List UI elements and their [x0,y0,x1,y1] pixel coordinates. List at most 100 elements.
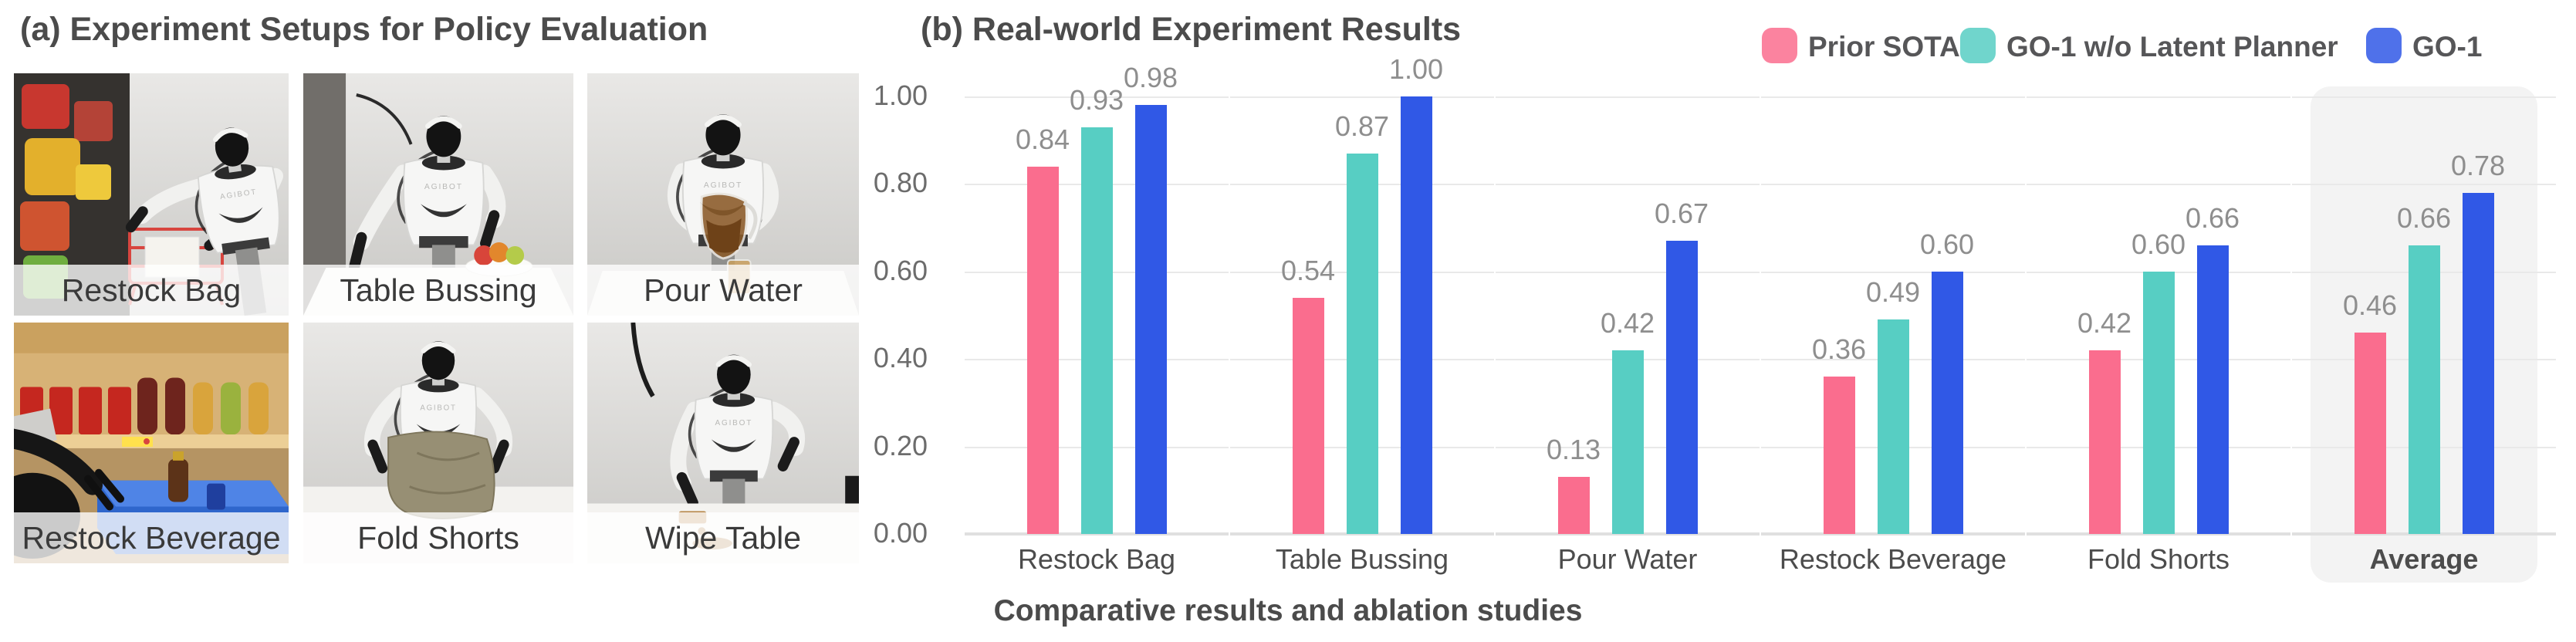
legend-label: Prior SOTA [1808,31,1960,63]
x-axis-baseline [965,532,1229,536]
bar-go-1 [1931,272,1963,534]
photo-label: Restock Beverage [22,519,281,556]
bar-go-1 [1134,105,1167,534]
bar-value-label: 0.42 [2077,307,2132,339]
bar-go-1-w-o-latent-planner [2142,272,2175,534]
x-axis-baseline [2292,532,2556,536]
gridline [2027,96,2290,98]
x-axis-category-label: Restock Beverage [1779,543,2007,575]
legend-label: GO-1 [2412,31,2483,63]
photo-label: Restock Bag [61,272,242,308]
x-axis-category-label: Pour Water [1557,543,1698,575]
legend-label: GO-1 w/o Latent Planner [2006,31,2338,63]
x-axis-category-label: Fold Shorts [2087,543,2230,575]
bar-prior-sota [2354,333,2386,534]
y-axis-tick-label: 0.00 [873,517,928,549]
y-axis-tick-label: 0.20 [873,429,928,461]
bar-go-1-w-o-latent-planner [1877,319,1909,534]
bar-value-label: 0.13 [1546,434,1601,465]
bar-value-label: 0.93 [1069,84,1124,116]
photo-label: Wipe Table [644,519,802,556]
photo-label-band: Restock Beverage [14,512,289,563]
legend-swatch-prior-sota [1762,28,1797,63]
photo-label-band: Restock Bag [14,265,289,316]
photo-label-band: Pour Water [587,265,859,316]
setup-photo-restock-bag: AGIBOT Restock Bag [14,73,289,316]
bar-go-1-w-o-latent-planner [1611,350,1644,534]
setup-photo-fold-shorts: AGIBOT Fold Shorts [303,323,573,563]
bar-value-label: 0.46 [2342,289,2398,321]
bar-value-label: 0.98 [1123,62,1178,93]
setup-photo-table-bussing: AGIBOT Table Bussing [303,73,573,316]
bar-value-label: 0.36 [1811,333,1867,365]
setup-photo-wipe-table: AGIBOT Wipe Table [587,323,859,563]
chart-caption: Comparative results and ablation studies [993,594,1583,627]
bar-go-1 [2462,193,2494,534]
panel-b-title: (b) Real-world Experiment Results [921,11,1462,48]
bar-go-1-w-o-latent-planner [1080,127,1113,534]
x-axis-category-label: Average [2369,543,2479,575]
photo-label: Pour Water [644,272,803,308]
gridline [1230,96,1494,98]
chart-legend: Prior SOTA GO-1 w/o Latent Planner GO-1 [0,0,2576,85]
bar-prior-sota [2088,350,2121,534]
bar-go-1 [1400,96,1432,534]
gridline [965,96,1229,98]
photo-label: Fold Shorts [357,519,519,556]
photo-label-band: Wipe Table [587,512,859,563]
gridline [2027,184,2290,185]
photo-label: Table Bussing [340,272,537,308]
gridline [1496,184,1760,185]
bar-value-label: 0.84 [1015,123,1070,155]
bar-go-1 [1665,241,1698,534]
gridline [1496,272,1760,273]
setup-grid: AGIBOT Restock Bag AGIBOT Table Bussing [0,0,880,642]
bar-value-label: 0.87 [1334,110,1390,142]
x-axis-baseline [2027,532,2290,536]
bar-value-label: 0.42 [1600,307,1655,339]
bar-value-label: 0.60 [1919,228,1975,260]
bar-prior-sota [1823,377,1855,534]
bar-value-label: 0.66 [2185,202,2240,234]
bar-value-label: 0.49 [1865,276,1921,308]
bar-value-label: 1.00 [1388,53,1444,85]
bar-go-1-w-o-latent-planner [1346,154,1378,534]
svg-text:AGIBOT: AGIBOT [420,404,456,413]
bar-go-1-w-o-latent-planner [2408,245,2440,534]
setup-photo-pour-water: AGIBOT Pour Water [587,73,859,316]
bar-prior-sota [1292,298,1324,534]
legend-swatch-go-1-w-o-latent-planner [1960,28,1996,63]
bar-value-label: 0.78 [2450,150,2506,181]
y-axis-tick-label: 0.40 [873,342,928,374]
gridline [1496,96,1760,98]
bar-value-label: 0.60 [2131,228,2186,260]
gridline [2292,184,2556,185]
svg-text:AGIBOT: AGIBOT [424,183,463,191]
bar-prior-sota [1557,477,1590,534]
svg-text:AGIBOT: AGIBOT [704,181,742,190]
svg-text:AGIBOT: AGIBOT [715,419,753,427]
gridline [1761,96,2025,98]
setup-photo-restock-beverage: Restock Beverage [14,323,289,563]
bar-go-1 [2196,245,2229,534]
bar-value-label: 0.66 [2396,202,2452,234]
photo-label-band: Table Bussing [303,265,573,316]
gridline [1761,272,2025,273]
y-axis-tick-label: 1.00 [873,79,928,111]
x-axis-category-label: Table Bussing [1275,543,1449,575]
photo-label-band: Fold Shorts [303,512,573,563]
panel-a-title: (a) Experiment Setups for Policy Evaluat… [20,11,708,48]
gridline [2292,96,2556,98]
x-axis-baseline [1230,532,1494,536]
gridline [1761,184,2025,185]
x-axis-baseline [1761,532,2025,536]
x-axis-category-label: Restock Bag [1017,543,1176,575]
bar-value-label: 0.67 [1654,198,1709,229]
bar-prior-sota [1026,167,1059,534]
bar-value-label: 0.54 [1280,255,1336,286]
y-axis-tick-label: 0.60 [873,254,928,286]
legend-swatch-go-1 [2366,28,2402,63]
x-axis-baseline [1496,532,1760,536]
